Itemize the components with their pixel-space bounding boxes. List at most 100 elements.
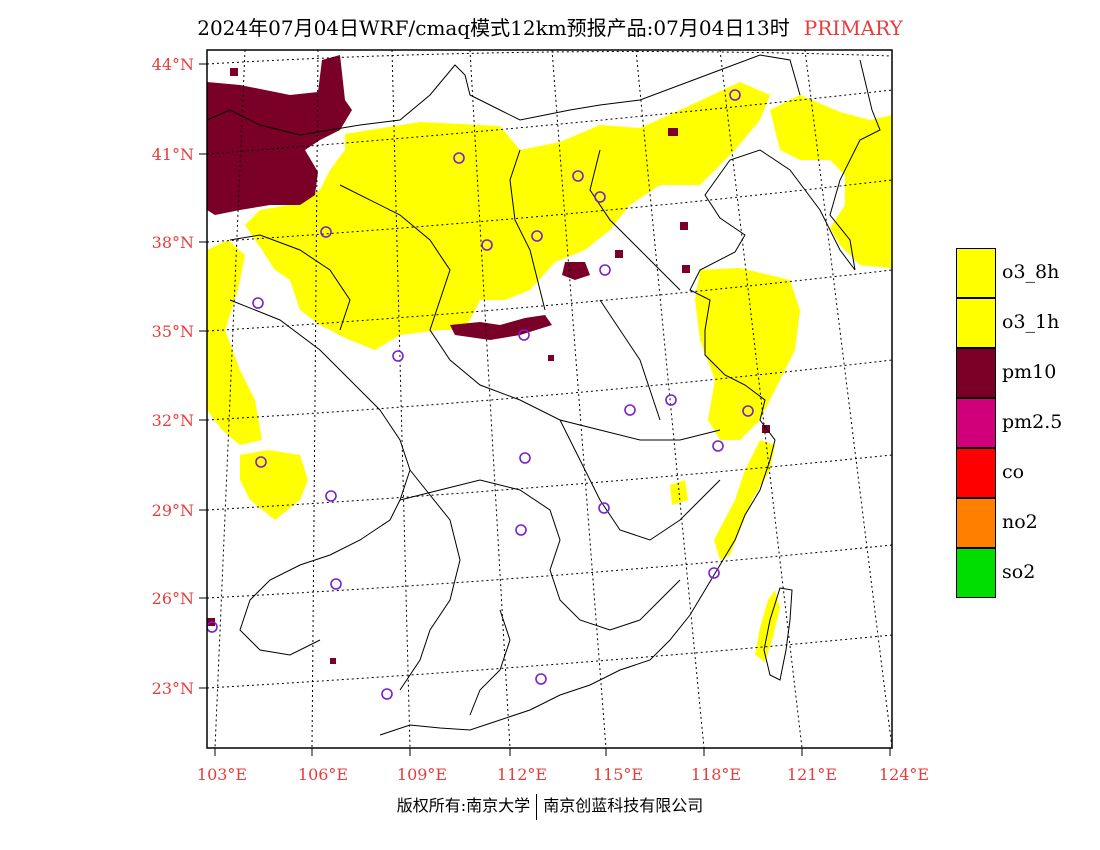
station-ring xyxy=(453,152,465,164)
station-ring xyxy=(599,264,611,276)
legend-label: o3_8h xyxy=(1002,261,1060,283)
copyright-line: 版权所有:南京大学 南京创蓝科技有限公司 xyxy=(0,792,1100,820)
meridian-103 xyxy=(214,50,246,748)
lat-label-23: 23°N xyxy=(152,679,194,698)
province-lines-e xyxy=(589,149,681,291)
lat-ticks xyxy=(199,63,207,689)
graticule xyxy=(207,50,892,748)
station-ring xyxy=(708,567,720,579)
lon-label-106: 106°E xyxy=(298,765,348,784)
map-frame xyxy=(206,49,893,749)
province-lines-j xyxy=(469,609,511,716)
meridian-124 xyxy=(804,50,892,748)
province-lines-g xyxy=(399,469,461,691)
lat-label-41: 41°N xyxy=(152,145,194,164)
legend-swatch xyxy=(956,448,996,498)
legend-swatch xyxy=(956,398,996,448)
copyright-separator xyxy=(536,793,538,820)
o3-area-sichuan xyxy=(240,450,308,520)
province-lines-h xyxy=(599,299,661,421)
parallel-41 xyxy=(207,89,892,155)
province-lines-f xyxy=(559,419,721,541)
pm10-area-yellow-river xyxy=(450,315,552,340)
lat-label-26: 26°N xyxy=(152,589,194,608)
station-ring xyxy=(515,524,527,536)
lon-label-118: 118°E xyxy=(691,765,741,784)
lon-label-109: 109°E xyxy=(397,765,447,784)
lon-label-124: 124°E xyxy=(879,765,929,784)
meridian-109 xyxy=(391,50,411,748)
o3-area-hunan xyxy=(670,480,688,505)
pm10-patch-c xyxy=(615,250,623,258)
o3-area-north xyxy=(245,82,770,350)
station-ring xyxy=(712,440,724,452)
station-ring xyxy=(392,350,404,362)
lon-ticks xyxy=(214,748,891,756)
station-ring xyxy=(535,673,547,685)
parallel-32 xyxy=(207,359,892,421)
meridian-106 xyxy=(311,50,319,748)
lon-label-103: 103°E xyxy=(197,765,247,784)
meridian-112 xyxy=(469,50,511,748)
parallel-35 xyxy=(207,269,892,332)
meridian-115 xyxy=(551,50,607,748)
station-ring xyxy=(255,456,267,468)
station-ring xyxy=(519,452,531,464)
legend-label: no2 xyxy=(1002,511,1038,533)
station-ring xyxy=(531,230,543,242)
legend-swatch xyxy=(956,498,996,548)
stations xyxy=(207,89,754,700)
legend-label: o3_1h xyxy=(1002,311,1060,333)
map-title: 2024年07月04日WRF/cmaq模式12km预报产品:07月04日13时 P… xyxy=(0,12,1100,41)
pm10-patch-f xyxy=(762,425,770,433)
province-lines-d xyxy=(509,149,546,311)
legend-label: co xyxy=(1002,461,1025,483)
station-ring xyxy=(481,239,493,251)
legend-label: pm10 xyxy=(1002,361,1057,383)
lon-label-115: 115°E xyxy=(593,765,643,784)
legend-swatch xyxy=(956,548,996,598)
province-lines-i xyxy=(229,234,351,331)
parallel-44 xyxy=(207,51,892,65)
station-ring xyxy=(572,170,584,182)
pm10-patch-i xyxy=(230,68,238,76)
lat-label-35: 35°N xyxy=(152,322,194,341)
parallel-29 xyxy=(207,454,892,511)
station-ring xyxy=(518,329,530,341)
pm10-patch-e xyxy=(548,355,554,361)
station-ring xyxy=(325,490,337,502)
o3-area-coast xyxy=(714,440,775,560)
pm10-area-henan xyxy=(562,262,590,280)
o3-area-west xyxy=(207,240,262,445)
taiwan-outline xyxy=(763,587,793,681)
station-ring xyxy=(330,578,342,590)
o3-area-shandong xyxy=(695,268,800,440)
coastline xyxy=(379,59,881,736)
province-lines-c xyxy=(399,479,681,631)
province-lines-b xyxy=(229,299,411,656)
lat-label-29: 29°N xyxy=(152,501,194,520)
station-ring xyxy=(252,297,264,309)
o3-area-northeast xyxy=(770,95,892,268)
lon-label-121: 121°E xyxy=(787,765,837,784)
pm10-patch-b xyxy=(680,222,688,230)
lon-label-112: 112°E xyxy=(497,765,547,784)
legend-swatch xyxy=(956,348,996,398)
title-tag: PRIMARY xyxy=(803,16,903,40)
lat-label-44: 44°N xyxy=(152,55,194,74)
parallel-26 xyxy=(207,544,892,599)
station-ring xyxy=(207,621,218,633)
legend-swatch xyxy=(956,298,996,348)
station-ring xyxy=(320,226,332,238)
legend-label: pm2.5 xyxy=(1002,411,1063,433)
copyright-right: 南京创蓝科技有限公司 xyxy=(543,796,704,815)
station-ring xyxy=(665,394,677,406)
pm10-patch-d xyxy=(682,265,690,273)
parallel-38 xyxy=(207,179,892,243)
border-north xyxy=(207,54,801,136)
station-ring xyxy=(729,89,741,101)
pm10-patch-g xyxy=(330,658,336,664)
copyright-left: 版权所有:南京大学 xyxy=(396,796,531,815)
boundaries xyxy=(207,54,881,736)
